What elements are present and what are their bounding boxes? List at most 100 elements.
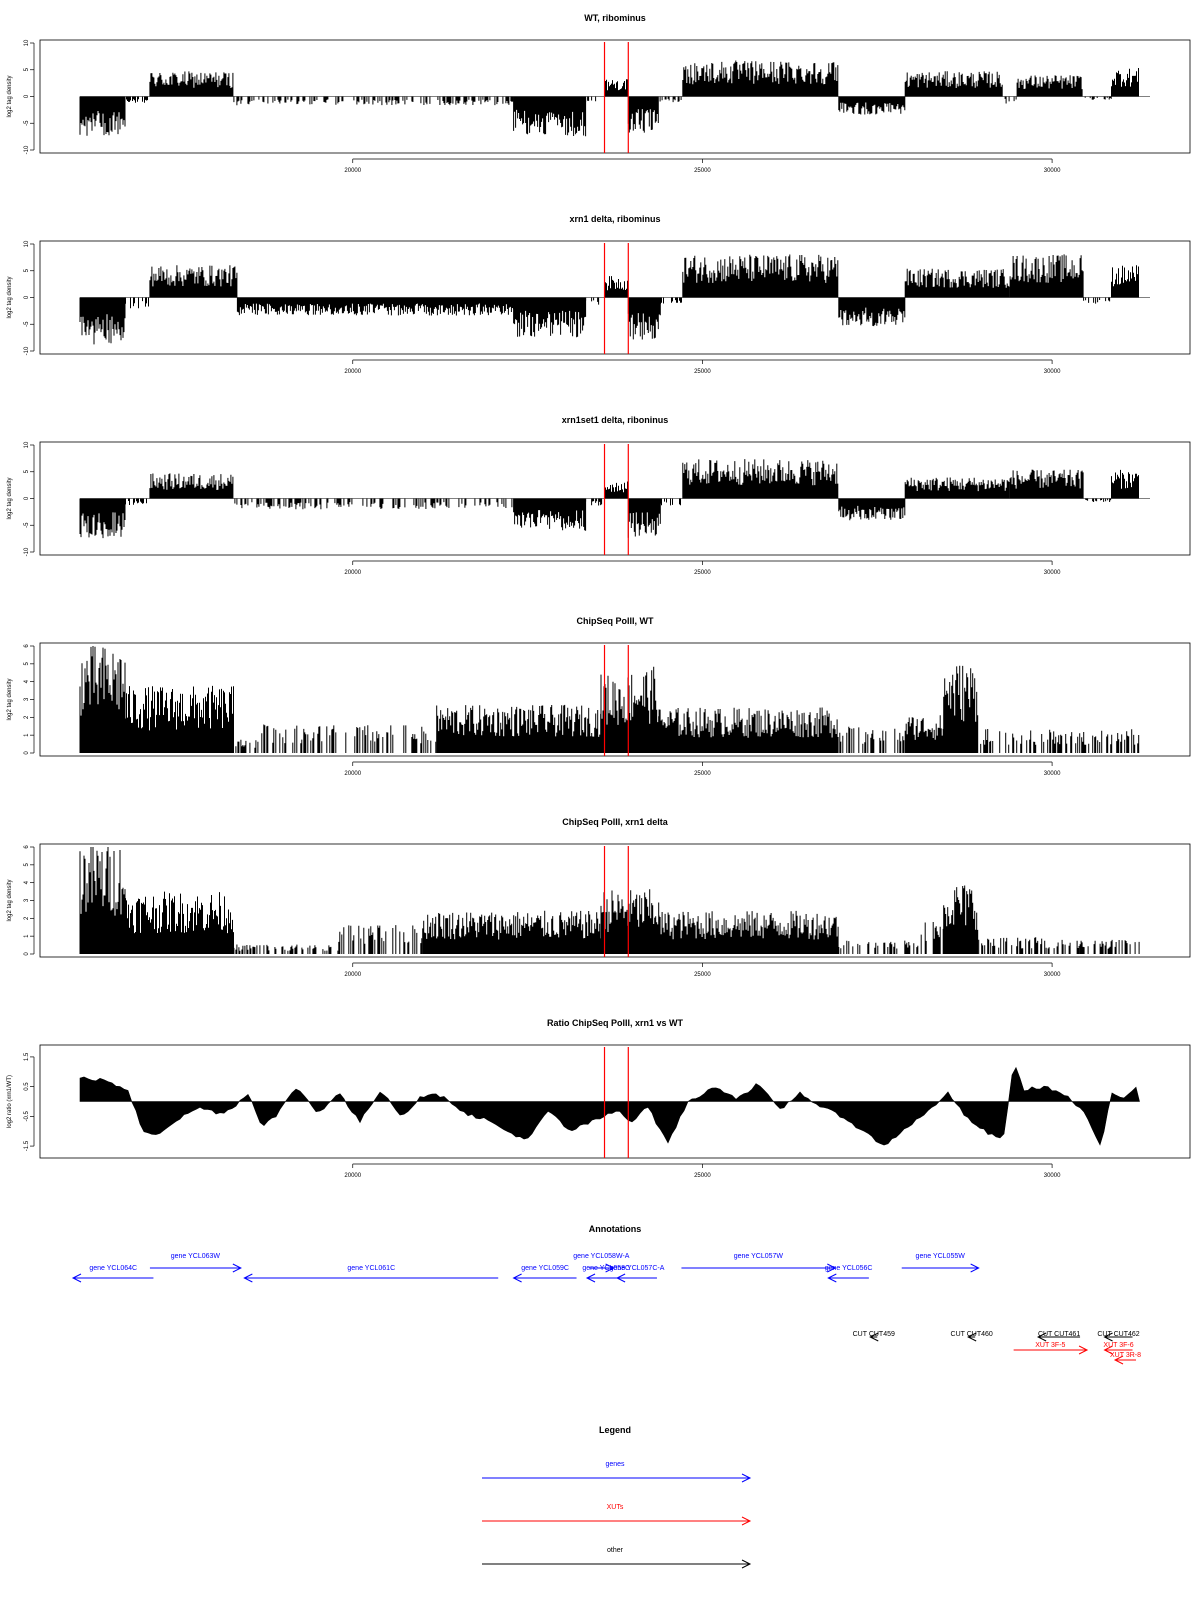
bar-segment-bars [682,60,839,97]
bar-segment-bars [1079,939,1140,954]
bar-segment [1016,75,1083,97]
legend-arrowhead [741,1473,752,1483]
bar-segment [943,885,979,954]
plot-frame [39,441,1191,556]
annotations-title: Annotations [589,1224,642,1234]
bar-segment-bars [513,498,587,531]
feature-label: gene YCL063W [171,1253,221,1260]
y-tick-label: -5 [24,321,30,327]
bar-segment [1111,469,1139,499]
bar-segment [125,891,234,954]
bar-segment-bars [233,944,339,954]
y-tick-label: 2 [24,715,30,719]
bar-segment [149,473,234,499]
ratio-area-series [79,1066,1140,1146]
y-axis: -10 -5 0 5 10 [24,441,35,556]
y-tick-label: 4 [24,880,30,884]
legend-item: XUTs [482,1504,752,1526]
bar-segment [338,925,423,954]
feature-label: gene YCL055W [916,1253,966,1260]
bar-segment-bars [658,910,839,954]
bar-segment [660,297,682,304]
bar-segment-bars [1016,75,1083,97]
y-tick-label: 10 [24,441,30,448]
bar-segment-bars [1083,297,1111,304]
bar-segment [904,477,1010,499]
bar-segment-bars [943,665,979,753]
feature-label: gene YCL058C [582,1265,630,1272]
y-tick-label: 2 [24,916,30,920]
y-tick-label: -10 [24,346,30,355]
legend-item: genes [482,1461,752,1483]
feature-arrowhead [585,1273,596,1283]
y-axis: -10 -5 0 5 10 [24,240,35,355]
bar-segment-bars [627,498,661,538]
bar-segment-bars [600,890,630,954]
bar-segment [629,889,660,954]
bar-segment [600,890,630,954]
y-tick-label: 0 [24,751,30,755]
plot-frame [39,1044,1191,1159]
bar-segment-bars [1045,939,1080,954]
y-tick-label: 0.5 [24,1082,30,1091]
feature-gene-ycl061c: gene YCL061C [243,1265,499,1283]
bar-segment-bars [978,937,1046,954]
bar-segment [513,498,587,531]
bar-segment [1085,498,1112,502]
feature-gene-ycl059c: gene YCL059C [512,1265,577,1283]
bar-segment-bars [838,297,906,327]
y-tick-label: 3 [24,697,30,701]
chart-title: ChipSeq PolII, WT [577,616,654,626]
bar-segment [838,940,919,954]
feature-label: gene YCL056C [825,1265,873,1272]
x-axis: 20000 25000 30000 [344,560,1061,576]
bar-segment-bars [629,666,660,753]
feature-arrowhead [1103,1332,1113,1342]
bar-segment-bars [149,473,234,499]
y-tick-label: 5 [24,268,30,272]
y-tick-label: 6 [24,845,30,849]
bar-segment [838,297,906,327]
bar-segment-bars [682,459,839,499]
x-tick-label: 30000 [1044,972,1061,978]
bar-segment-bars [125,685,234,753]
y-tick-label: -0.5 [24,1111,30,1122]
y-tick-label: 5 [24,469,30,473]
x-tick-label: 25000 [694,771,711,777]
feature-arrowhead [827,1263,837,1273]
bar-segment [658,910,839,954]
y-tick-label: -5 [24,522,30,528]
y-tick-label: 0 [24,295,30,299]
chart-title: WT, ribominus [584,13,646,23]
bar-segment-bars [838,940,919,954]
y-tick-label: 5 [24,662,30,666]
feature-label: CUT CUT460 [951,1331,993,1338]
plot-frame [39,843,1191,958]
bar-segment-bars [904,477,1010,499]
bar-segment-bars [125,297,149,309]
feature-gene-ycl055w: gene YCL055W [901,1253,980,1273]
bar-segment-bars [838,498,906,521]
bar-segment [1004,96,1017,104]
bar-segment-bars [838,96,906,115]
feature-arrowhead [869,1332,879,1342]
chart-panel-5: ChipSeq PolII, xrn1 delta 0 1 2 3 4 5 6 log2 tag… [7,817,1191,978]
bar-segment-bars [261,724,437,753]
y-tick-label: 10 [24,39,30,46]
y-axis-label: log2 tag density [7,678,13,720]
bar-segment-bars [1009,469,1084,499]
feature-cut-cut461: CUT CUT461 [1036,1331,1080,1342]
y-axis-label: log2 ratio (xrn1/WT) [7,1075,13,1128]
y-axis: 0 1 2 3 4 5 6 [24,845,35,956]
bar-segment [980,729,1140,753]
bar-segment-bars [920,922,944,954]
bar-segment [233,944,339,954]
bar-segment-bars [436,704,602,753]
bar-segment-bars [1009,254,1084,298]
bar-segment [604,79,628,97]
bar-segment-bars [126,96,148,103]
feature-gene-ycl063w: gene YCL063W [149,1253,242,1273]
bar-segment [659,96,682,103]
bar-segment-bars [513,297,587,338]
feature-arrowhead [71,1273,82,1283]
